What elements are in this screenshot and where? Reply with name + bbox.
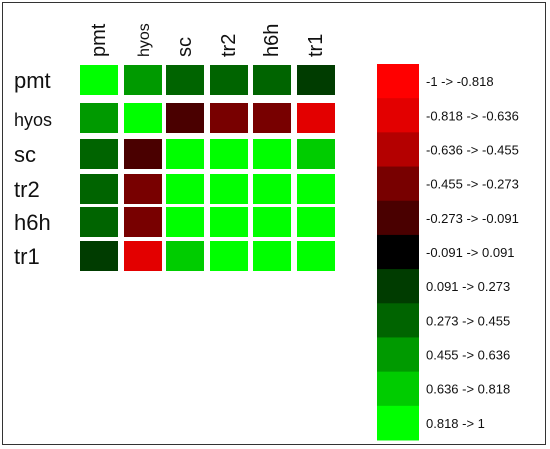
legend-label: 0.091 -> 0.273 xyxy=(426,279,510,294)
legend-label: -1 -> -0.818 xyxy=(426,74,494,89)
heatmap-cell-sc-h6h xyxy=(253,139,291,169)
heatmap-cell-h6h-hyos xyxy=(124,207,162,237)
legend-label: 0.273 -> 0.455 xyxy=(426,313,510,328)
heatmap-cell-hyos-h6h xyxy=(253,103,291,133)
legend-label: 0.455 -> 0.636 xyxy=(426,348,510,363)
legend-swatch xyxy=(377,371,419,407)
legend-label: -0.818 -> -0.636 xyxy=(426,108,519,123)
column-label-tr2: tr2 xyxy=(218,34,240,57)
legend-swatch xyxy=(377,166,419,202)
heatmap-cell-tr1-pmt xyxy=(80,241,118,271)
heatmap-cell-h6h-sc xyxy=(166,207,204,237)
column-label-h6h: h6h xyxy=(261,24,283,57)
heatmap-cell-pmt-sc xyxy=(166,65,204,95)
heatmap-cell-hyos-sc xyxy=(166,103,204,133)
legend-swatch xyxy=(377,200,419,236)
heatmap-cell-tr2-sc xyxy=(166,174,204,204)
legend-swatch xyxy=(377,303,419,338)
heatmap-cell-tr1-tr2 xyxy=(210,241,248,271)
heatmap-cell-h6h-tr1 xyxy=(297,207,335,237)
heatmap-cell-tr2-hyos xyxy=(124,174,162,204)
legend-swatch xyxy=(377,132,419,168)
row-label-pmt: pmt xyxy=(14,68,51,93)
column-label-pmt: pmt xyxy=(88,23,110,57)
heatmap-cell-sc-tr1 xyxy=(297,139,335,169)
legend-swatch xyxy=(377,269,419,304)
heatmap-cell-hyos-tr2 xyxy=(210,103,248,133)
heatmap-cell-tr1-h6h xyxy=(253,241,291,271)
legend-label: -0.455 -> -0.273 xyxy=(426,177,519,192)
row-label-sc: sc xyxy=(14,142,36,167)
column-label-tr1: tr1 xyxy=(305,34,327,57)
row-label-hyos: hyos xyxy=(14,110,52,130)
legend-swatch xyxy=(377,337,419,373)
heatmap-cell-sc-hyos xyxy=(124,139,162,169)
heatmap-cell-sc-sc xyxy=(166,139,204,169)
row-label-h6h: h6h xyxy=(14,210,51,235)
heatmap-cell-pmt-h6h xyxy=(253,65,291,95)
heatmap-cell-tr2-tr2 xyxy=(210,174,248,204)
heatmap-cell-hyos-hyos xyxy=(124,103,162,133)
column-label-hyos: hyos xyxy=(136,23,153,57)
heatmap-cell-pmt-tr1 xyxy=(297,65,335,95)
legend-swatch xyxy=(377,64,419,99)
column-label-sc: sc xyxy=(174,37,196,57)
heatmap-cell-tr2-pmt xyxy=(80,174,118,204)
legend-swatch xyxy=(377,98,419,133)
row-label-tr2: tr2 xyxy=(14,177,40,202)
heatmap-cell-pmt-tr2 xyxy=(210,65,248,95)
heatmap-cell-hyos-tr1 xyxy=(297,103,335,133)
heatmap-cell-sc-tr2 xyxy=(210,139,248,169)
row-label-tr1: tr1 xyxy=(14,244,40,269)
heatmap-cell-sc-pmt xyxy=(80,139,118,169)
heatmap-cell-tr1-sc xyxy=(166,241,204,271)
legend-label: -0.091 -> 0.091 xyxy=(426,245,515,260)
heatmap-cell-h6h-pmt xyxy=(80,207,118,237)
heatmap-cell-pmt-pmt xyxy=(80,65,118,95)
legend-label: -0.636 -> -0.455 xyxy=(426,142,519,157)
legend-label: 0.818 -> 1 xyxy=(426,416,485,431)
heatmap-cell-tr1-tr1 xyxy=(297,241,335,271)
heatmap-cell-tr2-h6h xyxy=(253,174,291,204)
heatmap-cell-h6h-tr2 xyxy=(210,207,248,237)
heatmap-cell-pmt-hyos xyxy=(124,65,162,95)
heatmap-cell-tr1-hyos xyxy=(124,241,162,271)
legend-label: 0.636 -> 0.818 xyxy=(426,382,510,397)
legend-swatch xyxy=(377,234,419,270)
legend-label: -0.273 -> -0.091 xyxy=(426,211,519,226)
heatmap-cell-tr2-tr1 xyxy=(297,174,335,204)
legend-swatch xyxy=(377,405,419,441)
heatmap-cell-hyos-pmt xyxy=(80,103,118,133)
heatmap-cell-h6h-h6h xyxy=(253,207,291,237)
